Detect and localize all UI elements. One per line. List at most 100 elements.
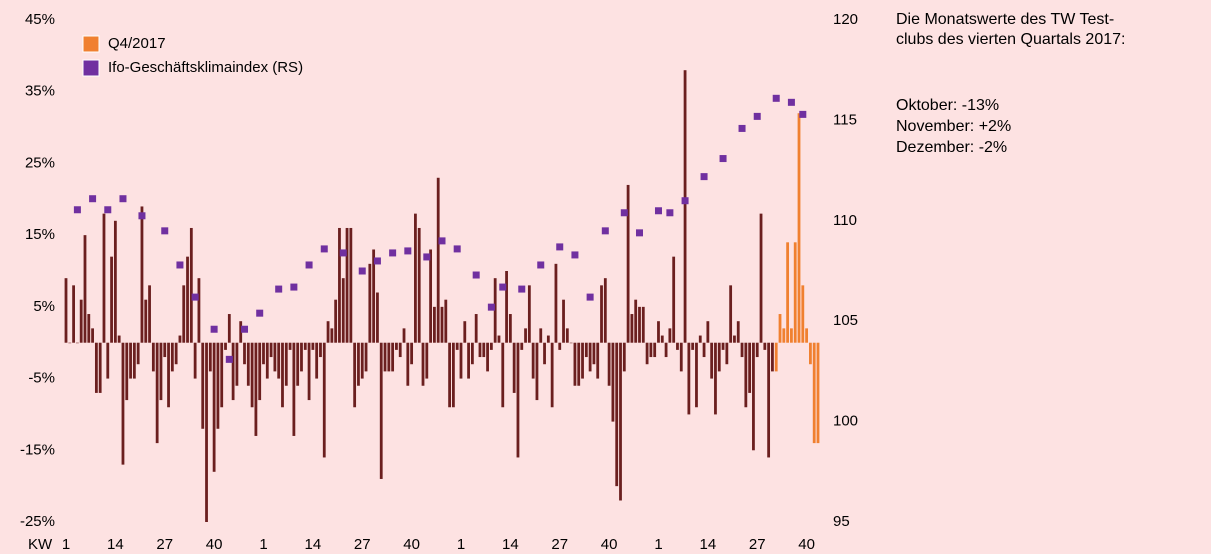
bar — [189, 227, 193, 343]
bar — [683, 70, 687, 343]
y-tick-label: 45% — [25, 11, 55, 28]
bar — [421, 342, 425, 386]
marker — [453, 245, 461, 253]
note: clubs des vierten Quartals 2017: — [896, 31, 1125, 48]
marker — [499, 283, 507, 291]
bar — [311, 342, 315, 350]
bar — [193, 342, 197, 379]
marker — [290, 283, 298, 291]
x-tick-label: 40 — [601, 536, 618, 553]
bar — [455, 342, 459, 350]
bar — [163, 342, 167, 358]
bar — [136, 342, 140, 365]
bar — [402, 328, 406, 343]
x-tick-label: 27 — [354, 536, 371, 553]
note: Die Monatswerte des TW Test- — [896, 11, 1114, 28]
legend-swatch — [82, 35, 100, 53]
bar — [489, 342, 493, 350]
bar — [508, 314, 512, 343]
bar — [273, 342, 277, 372]
bar — [641, 306, 645, 343]
bar — [577, 342, 581, 386]
bar — [322, 342, 326, 458]
bar — [611, 342, 615, 422]
bar — [440, 306, 444, 343]
bar — [307, 342, 311, 401]
bar — [132, 342, 136, 379]
bar — [159, 342, 163, 401]
bar — [638, 306, 641, 343]
bar — [546, 335, 550, 343]
bar — [672, 256, 676, 343]
bar — [600, 285, 603, 343]
bar — [98, 342, 102, 393]
bar — [463, 321, 467, 343]
legend-label: Q4/2017 — [108, 35, 166, 52]
bar — [729, 285, 733, 343]
bar — [786, 242, 790, 343]
bar — [565, 328, 569, 343]
bar — [607, 342, 611, 386]
bar — [550, 342, 554, 408]
bar — [649, 342, 653, 358]
bar — [288, 342, 292, 350]
bar — [562, 299, 565, 343]
bar — [182, 285, 186, 343]
bar — [250, 342, 254, 408]
bar — [144, 299, 148, 343]
x-tick-label: 27 — [156, 536, 173, 553]
marker — [537, 261, 545, 269]
bar — [376, 292, 379, 343]
y2-tick-label: 100 — [833, 413, 858, 430]
marker — [138, 212, 146, 220]
legend-swatch — [82, 59, 100, 77]
bar — [94, 342, 98, 393]
x-tick-label: 40 — [403, 536, 420, 553]
x-tick-label: 14 — [305, 536, 322, 553]
bar — [505, 271, 508, 343]
bar — [816, 342, 820, 444]
bar — [75, 342, 79, 344]
bar — [584, 342, 588, 358]
bar — [645, 342, 649, 365]
bar — [520, 342, 524, 350]
marker — [256, 309, 264, 317]
bar — [296, 342, 300, 386]
y-tick-label: 15% — [25, 226, 55, 243]
marker — [753, 112, 761, 120]
bar — [619, 342, 622, 501]
bar — [231, 342, 235, 401]
bar — [425, 342, 429, 379]
bar — [702, 342, 706, 358]
bar — [148, 285, 151, 343]
x-tick-label: 1 — [654, 536, 662, 553]
marker — [389, 249, 397, 257]
bar — [64, 278, 68, 343]
y2-tick-label: 120 — [833, 11, 858, 28]
bar — [622, 342, 626, 372]
bar — [436, 177, 440, 343]
marker — [787, 98, 795, 106]
marker — [404, 247, 412, 255]
bar — [239, 321, 243, 343]
bar — [467, 342, 470, 379]
x-tick-label: 40 — [798, 536, 815, 553]
bar — [717, 342, 721, 372]
bar — [357, 342, 360, 386]
x-tick-label: 1 — [259, 536, 267, 553]
bar — [208, 342, 212, 372]
note-item: November: +2% — [896, 118, 1011, 135]
bar — [303, 342, 307, 350]
marker — [176, 261, 184, 269]
bar — [459, 342, 463, 379]
marker — [772, 94, 780, 102]
bar — [736, 321, 740, 343]
bar — [391, 342, 395, 372]
bar — [698, 335, 702, 343]
bar — [660, 335, 664, 343]
marker — [241, 325, 249, 333]
bar — [315, 342, 319, 379]
marker — [556, 243, 564, 251]
legend-label: Ifo-Geschäftsklimaindex (RS) — [108, 59, 303, 76]
